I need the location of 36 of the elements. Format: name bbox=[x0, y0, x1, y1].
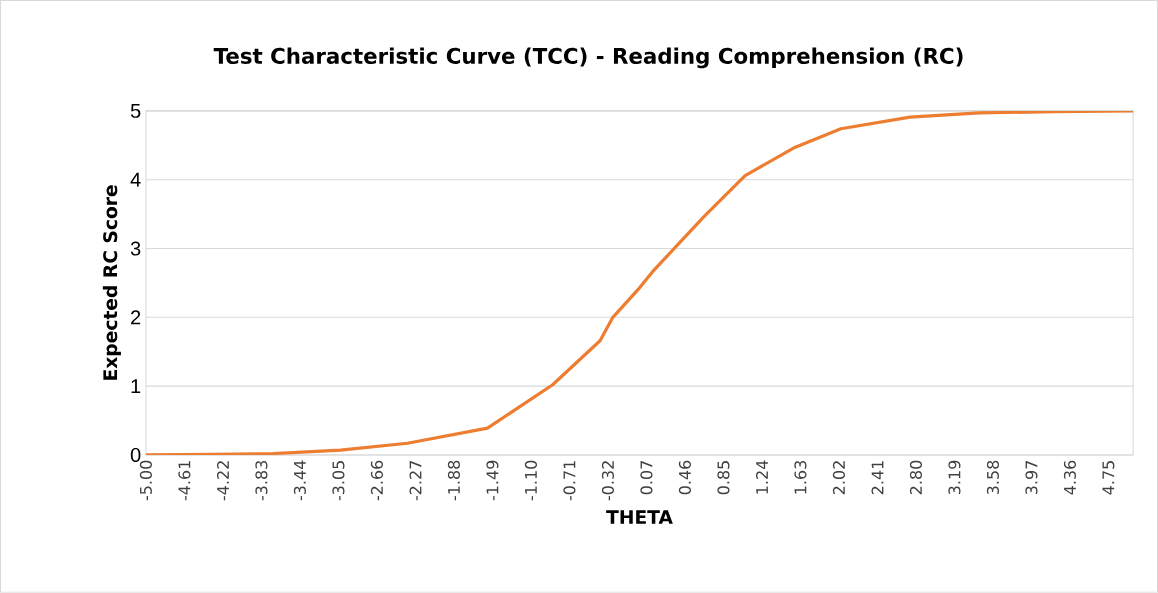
y-axis-title: Expected RC Score bbox=[102, 185, 121, 380]
x-tick-label: -5.00 bbox=[139, 460, 152, 501]
x-tick-label: 3.19 bbox=[948, 460, 961, 495]
x-tick-label: 1.63 bbox=[794, 461, 807, 494]
x-tick-label: -4.22 bbox=[216, 461, 229, 501]
x-tick-label: 1.24 bbox=[755, 460, 768, 494]
x-tick-label: -4.61 bbox=[178, 461, 191, 501]
line-series bbox=[145, 110, 1134, 456]
y-tick-label: 4 bbox=[130, 172, 141, 187]
x-tick-label: 2.02 bbox=[832, 461, 845, 495]
x-tick-label: 3.97 bbox=[1025, 461, 1038, 495]
x-tick-label: -1.49 bbox=[486, 460, 499, 501]
x-tick-label: 4.75 bbox=[1102, 461, 1115, 495]
x-tick-label: -1.88 bbox=[447, 460, 460, 501]
y-tick-label: 0 bbox=[130, 447, 141, 463]
x-tick-label: 3.58 bbox=[986, 460, 999, 495]
chart-title: Test Characteristic Curve (TCC) - Reading Comprehension (RC) bbox=[213, 47, 963, 69]
x-tick-label: -3.44 bbox=[293, 460, 306, 501]
y-tick-label: 1 bbox=[131, 379, 141, 394]
x-axis-title: THETA bbox=[606, 510, 673, 524]
x-tick-label: 0.46 bbox=[678, 460, 691, 495]
x-tick-label: -0.71 bbox=[563, 461, 576, 501]
x-tick-label: 2.41 bbox=[871, 461, 884, 495]
x-tick-label: -3.05 bbox=[332, 461, 345, 501]
x-tick-label: 2.80 bbox=[909, 460, 922, 495]
x-tick-label: -1.10 bbox=[524, 460, 537, 501]
y-tick-label: 2 bbox=[131, 310, 141, 325]
x-tick-label: 4.36 bbox=[1063, 460, 1076, 495]
x-tick-label: -0.32 bbox=[601, 461, 614, 501]
y-tick-label: 5 bbox=[130, 103, 141, 118]
x-tick-label: -2.66 bbox=[370, 460, 383, 501]
x-tick-label: 0.85 bbox=[717, 461, 730, 495]
y-tick-label: 3 bbox=[130, 241, 141, 256]
x-tick-label: 0.07 bbox=[640, 461, 653, 495]
x-tick-label: -3.83 bbox=[255, 461, 268, 501]
x-tick-label: -2.27 bbox=[409, 461, 422, 501]
